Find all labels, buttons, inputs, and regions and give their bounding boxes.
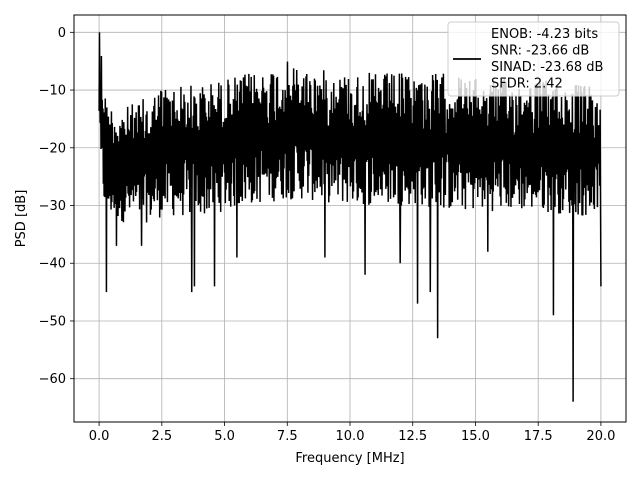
x-tick-label: 20.0 <box>586 429 615 444</box>
y-tick-label: −30 <box>39 199 66 214</box>
y-tick-label: −60 <box>39 372 66 387</box>
y-axis-label: PSD [dB] <box>14 190 29 248</box>
legend: ENOB: -4.23 bits SNR: -23.66 dB SINAD: -… <box>447 21 620 97</box>
y-tick-label: −50 <box>39 314 66 329</box>
x-tick-label: 10.0 <box>336 429 365 444</box>
y-tick-label: −20 <box>39 141 66 156</box>
x-tick-label: 0.0 <box>89 429 110 444</box>
legend-sinad: SINAD: -23.68 dB <box>491 60 603 75</box>
x-tick-label: 15.0 <box>461 429 490 444</box>
x-tick-label: 17.5 <box>524 429 553 444</box>
axis-ticks: 0.0 2.5 5.0 7.5 10.0 12.5 15.0 17.5 20.0 0 −10 −20 −… <box>39 26 616 444</box>
psd-series-line <box>98 32 602 402</box>
plot-area <box>98 32 602 402</box>
y-tick-label: 0 <box>58 26 66 41</box>
x-tick-label: 5.0 <box>214 429 235 444</box>
x-tick-label: 7.5 <box>277 429 298 444</box>
y-tick-label: −10 <box>39 84 66 99</box>
legend-enob: ENOB: -4.23 bits <box>491 27 598 42</box>
x-axis-label: Frequency [MHz] <box>295 451 404 466</box>
legend-box <box>447 21 620 97</box>
legend-snr: SNR: -23.66 dB <box>491 44 589 59</box>
legend-sfdr: SFDR: 2.42 <box>491 77 563 92</box>
y-tick-label: −40 <box>39 257 66 272</box>
x-tick-label: 12.5 <box>398 429 427 444</box>
x-tick-label: 2.5 <box>151 429 172 444</box>
